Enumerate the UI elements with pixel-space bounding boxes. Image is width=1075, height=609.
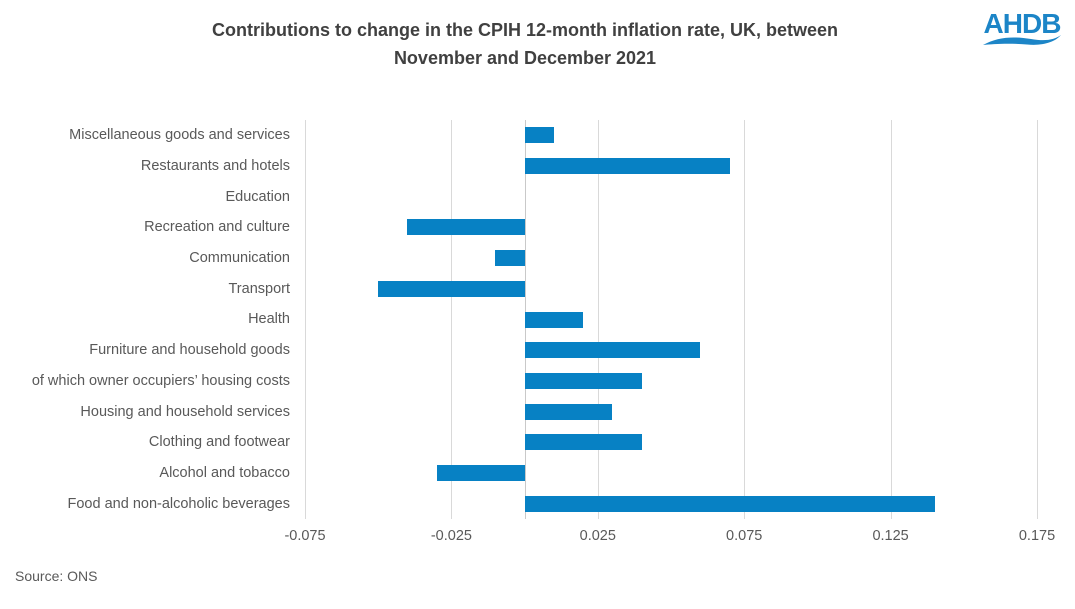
- gridline: [744, 120, 746, 519]
- bar: [524, 158, 730, 175]
- chart-title: Contributions to change in the CPIH 12-m…: [135, 16, 915, 72]
- category-labels: Miscellaneous goods and services Restaura…: [0, 120, 290, 519]
- ahdb-logo-text: AHDB: [983, 8, 1062, 39]
- gridline: [1037, 120, 1038, 519]
- bar: [495, 250, 525, 267]
- gridline: [451, 120, 453, 519]
- category-label: Education: [225, 188, 291, 205]
- bar: [524, 311, 584, 328]
- category-label: Communication: [189, 250, 290, 267]
- bar: [524, 495, 935, 512]
- bar: [378, 280, 525, 297]
- category-label: Health: [248, 311, 290, 328]
- ahdb-wave-icon: [983, 35, 1061, 45]
- category-label: Furniture and household goods: [89, 342, 290, 359]
- chart-title-line-1: Contributions to change in the CPIH 12-m…: [211, 20, 839, 40]
- x-tick-label: 0.025: [579, 528, 616, 544]
- source-note: Source: ONS: [15, 568, 98, 584]
- chart-title-line-2: November and December 2021: [393, 48, 657, 68]
- x-tick-label: 0.175: [1018, 528, 1056, 544]
- bar: [524, 342, 701, 359]
- x-tick-label: 0.075: [726, 528, 763, 544]
- category-label: Food and non-alcoholic beverages: [67, 495, 290, 512]
- bar: [524, 127, 554, 144]
- x-axis: -0.075 -0.025 0.025 0.075 0.125 0.175: [284, 528, 1055, 550]
- x-tick-label: 0.125: [872, 528, 909, 544]
- category-label: Miscellaneous goods and services: [69, 127, 290, 144]
- category-label: Recreation and culture: [144, 219, 290, 236]
- x-tick-label: -0.025: [430, 528, 472, 544]
- category-label: Restaurants and hotels: [140, 158, 290, 175]
- bar: [524, 372, 642, 389]
- x-tick-label: -0.075: [284, 528, 326, 544]
- category-label: Housing and household services: [80, 403, 290, 420]
- plot-area: [305, 120, 1038, 519]
- category-label: of which owner occupiers’ housing costs: [31, 372, 290, 389]
- gridline: [890, 120, 892, 519]
- gridline: [305, 120, 306, 519]
- bar: [524, 434, 642, 451]
- bar: [407, 219, 525, 236]
- bar: [524, 403, 613, 420]
- gridline: [597, 120, 599, 519]
- category-label: Alcohol and tobacco: [159, 464, 290, 481]
- category-label: Clothing and footwear: [148, 434, 290, 451]
- category-label: Transport: [228, 280, 290, 297]
- ahdb-logo: AHDB: [983, 10, 1061, 60]
- bar: [436, 464, 525, 481]
